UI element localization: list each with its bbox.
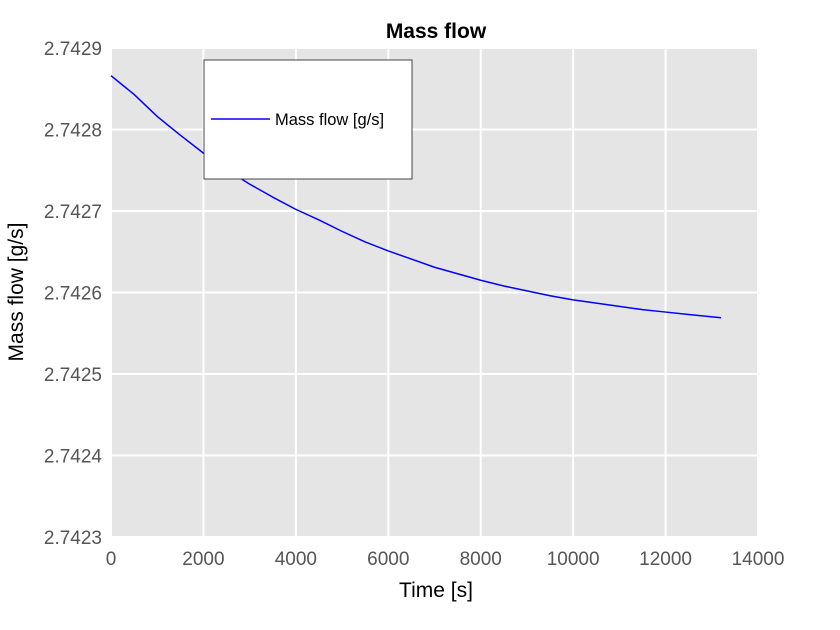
y-tick-label: 2.7427 bbox=[44, 202, 102, 223]
legend: Mass flow [g/s] bbox=[203, 59, 413, 180]
y-tick-labels: 2.7429 2.7428 2.7427 2.7426 2.7425 2.7424 2.74… bbox=[44, 39, 103, 549]
y-axis-label: Mass flow [g/s] bbox=[5, 223, 28, 362]
y-tick-label: 2.7426 bbox=[44, 284, 102, 305]
x-tick-label: 14000 bbox=[732, 549, 785, 570]
y-tick-label: 2.7425 bbox=[44, 365, 102, 386]
x-tick-label: 8000 bbox=[460, 549, 502, 570]
x-tick-label: 12000 bbox=[639, 549, 692, 570]
x-tick-label: 10000 bbox=[547, 549, 600, 570]
x-tick-label: 6000 bbox=[367, 549, 409, 570]
y-tick-label: 2.7429 bbox=[44, 39, 102, 60]
y-tick-label: 2.7424 bbox=[44, 447, 103, 468]
x-tick-label: 4000 bbox=[275, 549, 317, 570]
x-tick-labels: 0 2000 4000 6000 8000 10000 12000 14000 bbox=[106, 549, 785, 570]
y-tick-label: 2.7423 bbox=[44, 528, 102, 549]
x-axis-label: Time [s] bbox=[399, 579, 473, 602]
chart-title: Mass flow bbox=[386, 20, 487, 43]
x-tick-label: 0 bbox=[106, 549, 117, 570]
y-tick-label: 2.7428 bbox=[44, 121, 102, 142]
legend-label: Mass flow [g/s] bbox=[275, 111, 384, 129]
x-tick-label: 2000 bbox=[182, 549, 224, 570]
